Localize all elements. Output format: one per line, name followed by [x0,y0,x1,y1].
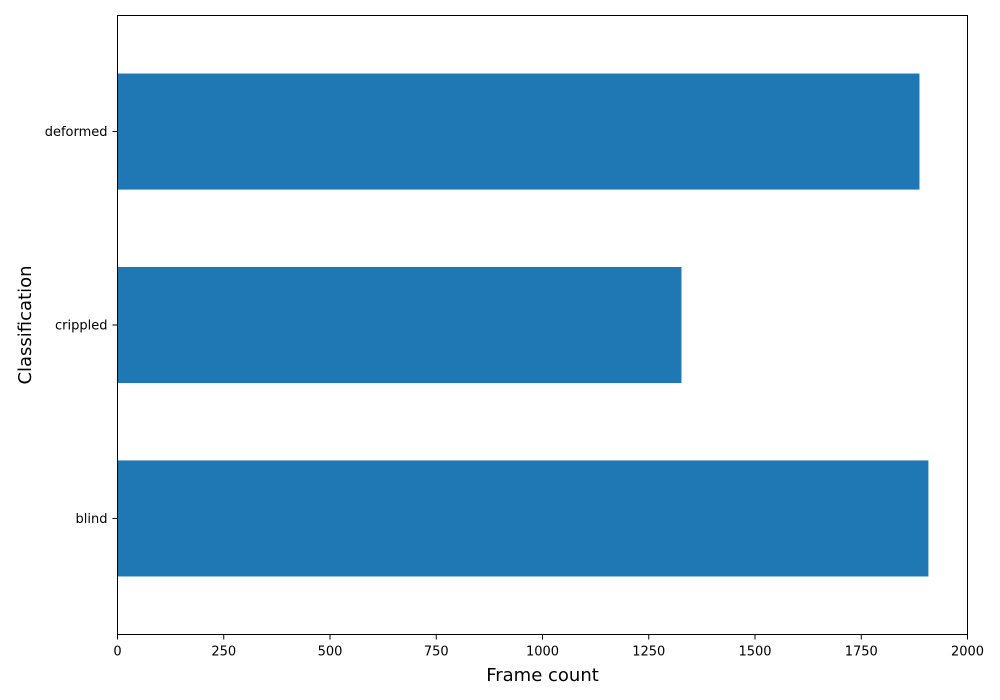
x-tick-label: 0 [113,645,121,660]
y-tick-label-crippled: crippled [55,319,107,334]
bar-deformed [117,73,920,190]
bars-group [117,73,929,577]
y-tick-label-deformed: deformed [45,125,108,140]
x-tick-label: 1000 [526,645,559,660]
x-tick-label: 500 [318,645,343,660]
x-tick-label: 750 [424,645,449,660]
y-axis-title: Classification [15,265,36,384]
x-tick-label: 2000 [951,645,984,660]
x-tick-label: 1250 [632,645,665,660]
bar-blind [117,460,929,577]
x-axis-title: Frame count [486,665,599,686]
x-tick-label: 1750 [845,645,878,660]
y-tick-label-blind: blind [76,512,108,527]
x-tick-label: 250 [211,645,236,660]
x-tick-label: 1500 [738,645,771,660]
bar-crippled [117,266,682,384]
x-axis-ticks: 0 250 500 750 1000 1250 1500 1750 2000 [113,634,984,660]
y-axis-ticks: blind crippled deformed [45,125,118,527]
